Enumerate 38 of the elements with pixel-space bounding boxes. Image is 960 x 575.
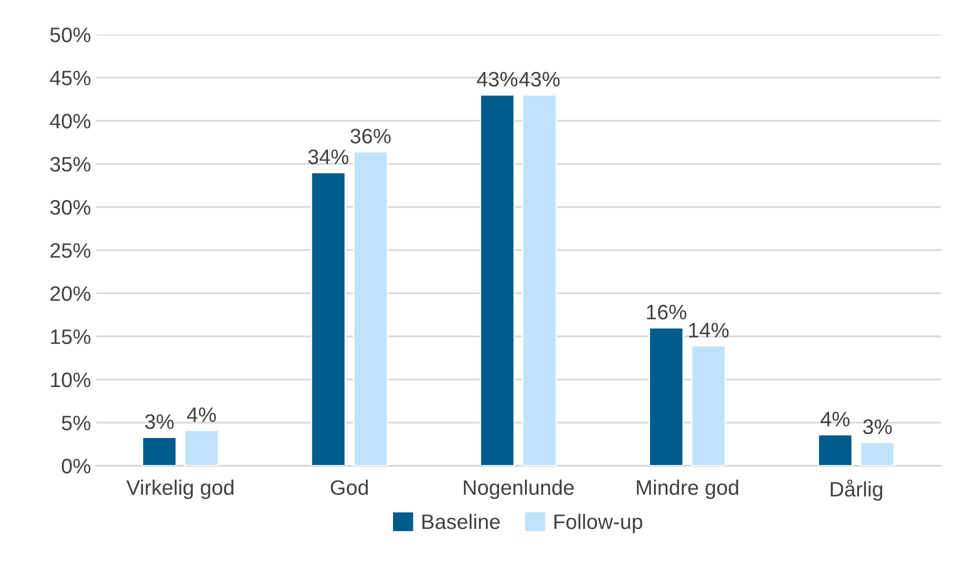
data-label: 4% xyxy=(187,407,216,422)
y-tick-label: 10% xyxy=(51,372,90,388)
bar xyxy=(818,434,853,466)
data-label: 3% xyxy=(145,414,174,430)
bar xyxy=(648,327,684,466)
x-tick-label: Virkelig god xyxy=(126,480,234,500)
data-label: 14% xyxy=(689,322,729,338)
data-label: 34% xyxy=(308,149,348,164)
x-tick-label: Mindre god xyxy=(636,480,738,500)
x-tick-label: God xyxy=(330,480,368,495)
bar xyxy=(690,345,726,466)
bar xyxy=(142,436,177,466)
bar xyxy=(522,94,558,466)
y-tick-label: 30% xyxy=(50,200,90,215)
bar xyxy=(860,442,896,466)
legend-label: Follow-up xyxy=(554,514,642,534)
data-label: 4% xyxy=(820,412,850,426)
bar xyxy=(480,94,515,466)
data-label: 36% xyxy=(350,128,391,144)
bar xyxy=(184,430,220,466)
y-tick-label: 20% xyxy=(50,286,90,302)
x-tick-label: Dårlig xyxy=(830,480,882,501)
y-tick-label: 50% xyxy=(50,28,90,42)
y-tick-label: 25% xyxy=(50,243,90,258)
y-tick-label: 35% xyxy=(50,156,90,172)
legend-label: Baseline xyxy=(422,514,500,530)
y-tick-label: 0% xyxy=(62,458,90,474)
bar xyxy=(352,151,388,466)
data-label: 43% xyxy=(476,72,518,87)
y-tick-label: 5% xyxy=(62,416,90,430)
y-tick-label: 45% xyxy=(50,70,90,86)
x-tick-label: Nogenlunde xyxy=(464,480,574,500)
y-tick-label: 15% xyxy=(51,329,90,344)
y-tick-label: 40% xyxy=(50,114,90,129)
data-label: 43% xyxy=(519,72,560,87)
data-label: 16% xyxy=(646,304,686,320)
bar xyxy=(310,172,346,466)
data-label: 3% xyxy=(863,419,892,434)
